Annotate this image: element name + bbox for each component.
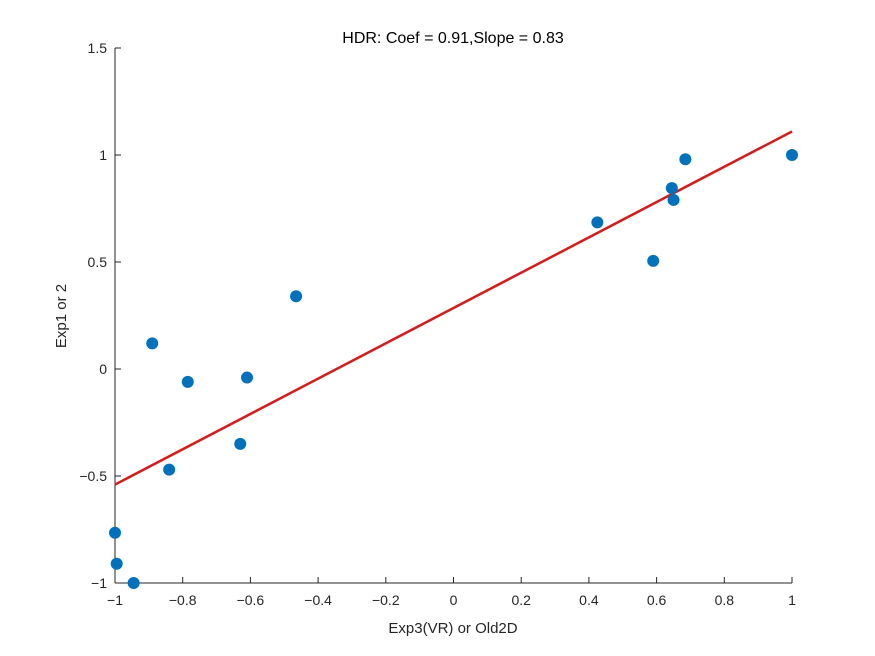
data-point — [234, 437, 247, 450]
y-tick-label: −1 — [91, 575, 107, 591]
x-tick-label: 0 — [450, 592, 458, 608]
fit-line-group — [114, 130, 793, 486]
points-group — [109, 149, 798, 589]
data-point — [181, 375, 194, 388]
x-tick-label: 0.2 — [511, 592, 531, 608]
data-point — [109, 526, 121, 539]
fit-line — [114, 130, 793, 486]
data-point — [290, 290, 303, 303]
x-tick-label: 0.4 — [579, 592, 599, 608]
chart-title: HDR: Coef = 0.91,Slope = 0.83 — [342, 30, 564, 47]
data-point — [591, 216, 604, 229]
data-point — [647, 254, 660, 267]
data-point — [679, 153, 692, 166]
x-tick-label: −1 — [107, 592, 123, 608]
y-axis-label: Exp1 or 2 — [53, 284, 70, 348]
data-point — [163, 463, 176, 476]
data-point — [665, 182, 678, 195]
data-point — [786, 149, 798, 161]
x-tick-label: 0.6 — [647, 592, 667, 608]
data-point — [110, 557, 123, 570]
y-tick-label: 1.5 — [88, 40, 108, 56]
x-tick-label: −0.8 — [169, 592, 197, 608]
data-point — [127, 577, 140, 589]
axes: −1 −0.8 −0.6 −0.4 −0.2 0 0.2 0.4 0.6 0.8 1 −1 −0.5 0 0… — [79, 40, 796, 608]
x-tick-label: 1 — [788, 592, 796, 608]
y-tick-label: 0.5 — [88, 254, 108, 270]
data-point — [146, 337, 159, 350]
x-tick-label: −0.6 — [237, 592, 265, 608]
data-point — [241, 371, 254, 384]
y-tick-label: −0.5 — [79, 468, 107, 484]
x-tick-label: −0.4 — [304, 592, 332, 608]
y-tick-label: 0 — [99, 361, 107, 377]
x-tick-label: 0.8 — [715, 592, 735, 608]
data-point — [667, 193, 680, 206]
x-axis-label: Exp3(VR) or Old2D — [388, 620, 517, 637]
x-tick-label: −0.2 — [372, 592, 400, 608]
y-tick-label: 1 — [99, 147, 107, 163]
